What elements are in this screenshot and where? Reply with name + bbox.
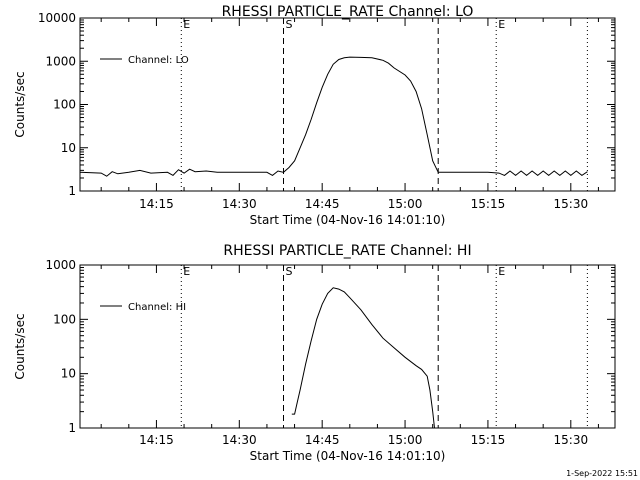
chart-title: RHESSI PARTICLE_RATE Channel: HI — [223, 243, 471, 259]
legend-label: Channel: LO — [128, 55, 189, 66]
x-axis-label: Start Time (04-Nov-16 14:01:10) — [250, 449, 446, 463]
lo-channel-chart: RHESSI PARTICLE_RATE Channel: LO E S E 1 10 10… — [13, 4, 616, 227]
y-tick-label: 1 — [68, 421, 76, 435]
x-tick-label: 14:45 — [305, 433, 340, 447]
x-tick-label: 15:30 — [554, 197, 589, 211]
y-tick-label: 100 — [53, 98, 76, 112]
y-tick-label: 10000 — [38, 11, 76, 25]
x-tick-label: 14:15 — [139, 433, 174, 447]
time-marker-label: S — [286, 18, 293, 31]
y-axis-label: Counts/sec — [13, 313, 27, 379]
time-marker-label: E — [183, 265, 190, 278]
x-tick-label: 15:00 — [388, 433, 423, 447]
generation-timestamp: 1-Sep-2022 15:51 — [566, 469, 638, 478]
x-tick-label: 15:15 — [471, 433, 506, 447]
x-tick-label: 15:00 — [388, 197, 423, 211]
time-marker-label: E — [498, 265, 505, 278]
chart-title: RHESSI PARTICLE_RATE Channel: LO — [222, 4, 474, 20]
x-tick-label: 14:15 — [139, 197, 174, 211]
plot-frame — [79, 17, 616, 192]
time-marker-label: E — [498, 18, 505, 31]
y-tick-label: 10 — [61, 367, 76, 381]
plot-frame — [79, 264, 616, 429]
x-tick-label: 15:30 — [554, 433, 589, 447]
x-tick-label: 14:45 — [305, 197, 340, 211]
y-axis-label: Counts/sec — [13, 71, 27, 137]
y-tick-label: 1 — [68, 184, 76, 198]
y-tick-label: 100 — [53, 312, 76, 326]
data-series-line — [291, 287, 435, 429]
x-tick-label: 14:30 — [222, 433, 257, 447]
data-series-line — [79, 56, 588, 177]
x-axis-label: Start Time (04-Nov-16 14:01:10) — [250, 213, 446, 227]
x-tick-label: 15:15 — [471, 197, 506, 211]
x-tick-label: 14:30 — [222, 197, 257, 211]
hi-channel-chart: RHESSI PARTICLE_RATE Channel: HI E S E 1 10 10… — [13, 243, 616, 463]
y-tick-label: 10 — [61, 141, 76, 155]
time-marker-label: E — [183, 18, 190, 31]
y-tick-label: 1000 — [45, 54, 76, 68]
legend-label: Channel: HI — [128, 302, 186, 313]
time-marker-label: S — [286, 265, 293, 278]
y-tick-label: 1000 — [45, 258, 76, 272]
